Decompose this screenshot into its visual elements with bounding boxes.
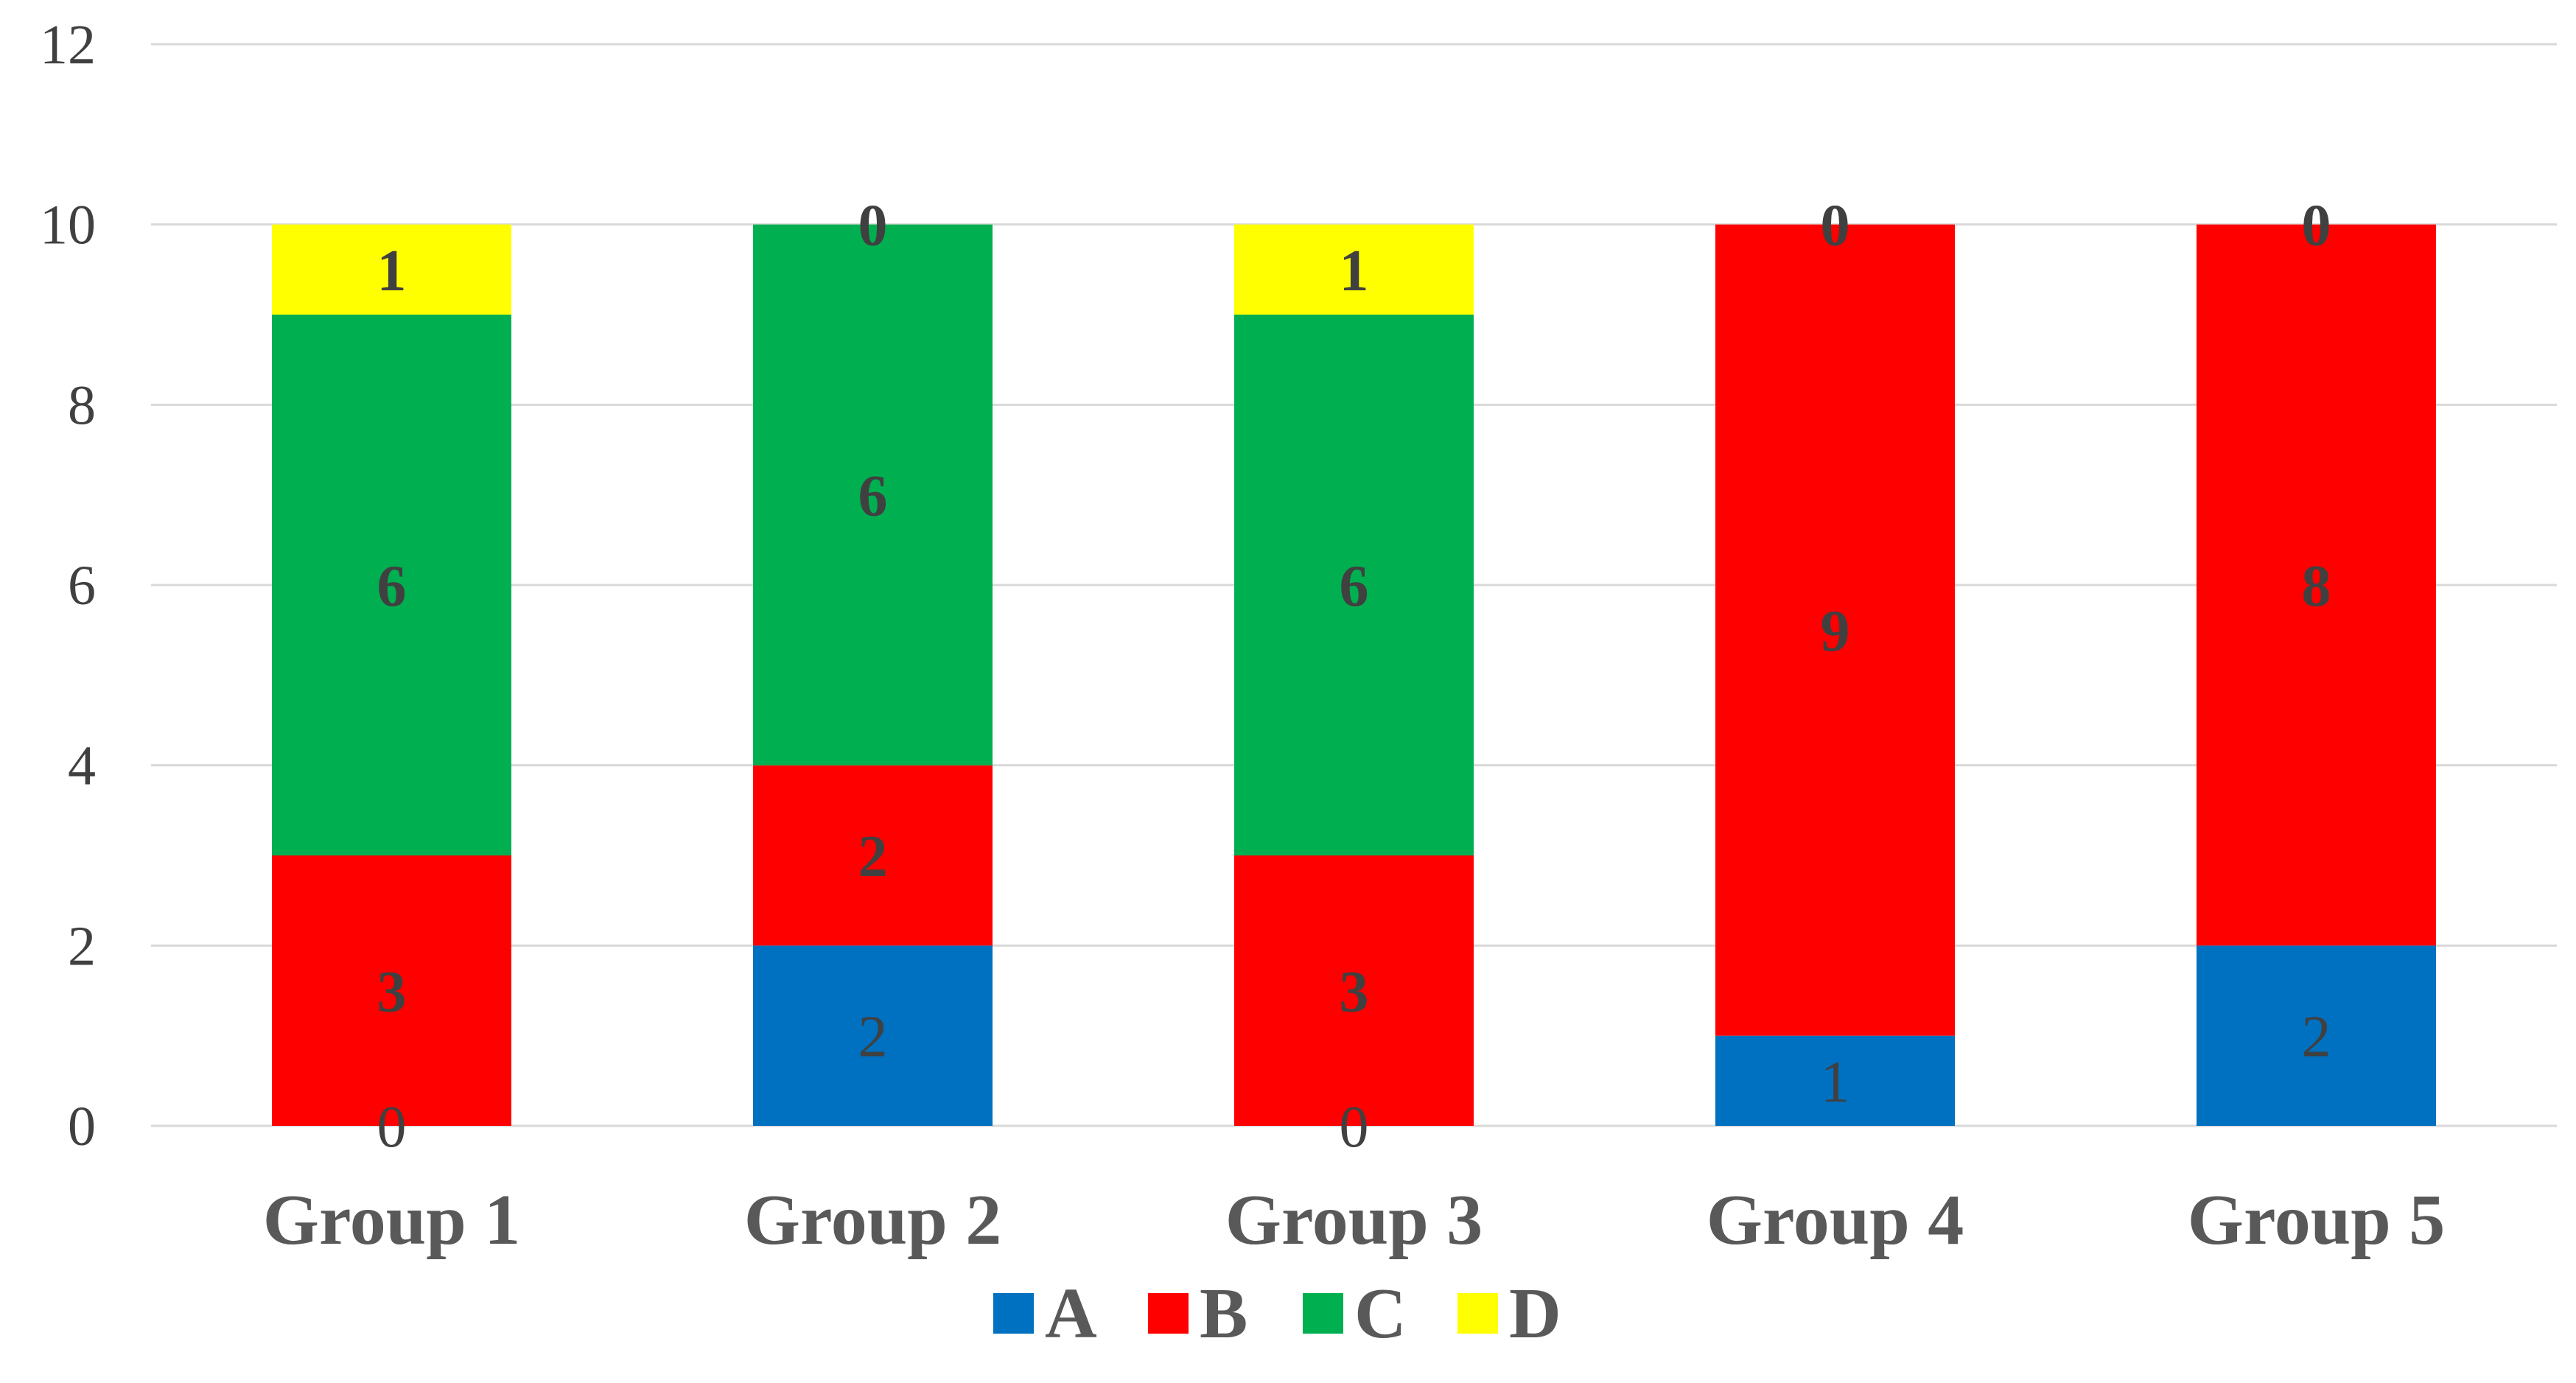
data-label-a-group-5: 2: [2302, 1005, 2331, 1070]
bar-d-group-3: [1234, 224, 1474, 315]
data-label-b-group-3: 3: [1340, 960, 1369, 1025]
x-category-label: Group 3: [1225, 1180, 1483, 1260]
data-label-d-group-5: 0: [2302, 194, 2331, 259]
bar-c-group-1: [272, 315, 511, 855]
data-label-d-group-4: 0: [1821, 194, 1850, 259]
data-label-c-group-4: 0: [1821, 194, 1850, 259]
x-category-label: Group 1: [263, 1180, 520, 1260]
legend-swatch-c: [1303, 1293, 1343, 1334]
bar-b-group-5: [2197, 224, 2436, 946]
legend: A B C D: [993, 1274, 1561, 1354]
y-tick-label: 2: [68, 915, 96, 977]
data-label-b-group-1: 3: [377, 960, 407, 1025]
data-label-a-group-4: 1: [1821, 1050, 1850, 1115]
legend-swatch-a: [993, 1293, 1034, 1334]
legend-label-c: C: [1354, 1274, 1407, 1354]
x-axis-category-labels: Group 1 Group 2 Group 3 Group 4 Group 5: [263, 1180, 2445, 1260]
bars: [272, 224, 2436, 1126]
x-category-label: Group 4: [1707, 1180, 1964, 1260]
bar-c-group-2: [753, 224, 993, 766]
y-tick-label: 6: [68, 555, 96, 617]
bar-b-group-4: [1715, 224, 1955, 1036]
y-axis-tick-labels: 0 2 4 6 8 10 12: [40, 14, 96, 1158]
y-tick-label: 12: [40, 14, 96, 76]
data-label-b-group-4: 9: [1821, 599, 1850, 664]
bar-a-group-5: [2197, 945, 2436, 1126]
bar-b-group-2: [753, 765, 993, 946]
data-label-d-group-1: 1: [377, 239, 407, 304]
data-label-c-group-1: 6: [377, 554, 407, 619]
data-label-c-group-3: 6: [1340, 554, 1369, 619]
legend-label-a: A: [1045, 1274, 1097, 1354]
data-label-a-group-2: 2: [858, 1005, 888, 1070]
x-category-label: Group 2: [744, 1180, 1001, 1260]
data-label-c-group-5: 0: [2302, 194, 2331, 259]
data-label-c-group-2: 6: [858, 464, 888, 529]
data-label-d-group-2: 0: [858, 194, 888, 259]
data-label-b-group-5: 8: [2302, 554, 2331, 619]
bar-c-group-3: [1234, 315, 1474, 855]
data-label-d-group-3: 1: [1340, 239, 1369, 304]
y-tick-label: 0: [68, 1096, 96, 1158]
bar-a-group-2: [753, 945, 993, 1126]
bar-a-group-4: [1715, 1035, 1955, 1126]
data-label-a-group-3: 0: [1340, 1095, 1369, 1160]
y-tick-label: 4: [68, 735, 96, 797]
legend-label-b: B: [1200, 1274, 1247, 1354]
bar-d-group-1: [272, 224, 511, 315]
legend-swatch-b: [1148, 1293, 1189, 1334]
bar-b-group-3: [1234, 855, 1474, 1126]
legend-swatch-d: [1457, 1293, 1498, 1334]
y-tick-label: 8: [68, 374, 96, 436]
legend-label-d: D: [1509, 1274, 1561, 1354]
data-label-a-group-1: 0: [377, 1095, 407, 1160]
y-tick-label: 10: [40, 195, 96, 256]
data-label-b-group-2: 2: [858, 824, 888, 889]
bar-b-group-1: [272, 855, 511, 1126]
x-category-label: Group 5: [2188, 1180, 2445, 1260]
